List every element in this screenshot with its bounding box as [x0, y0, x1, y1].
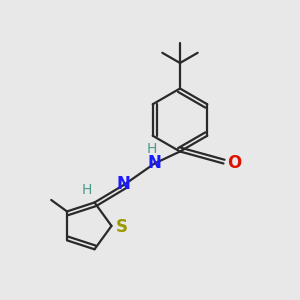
Text: O: O	[227, 154, 242, 172]
Text: N: N	[116, 175, 130, 193]
Text: H: H	[147, 142, 157, 156]
Text: H: H	[82, 183, 92, 197]
Text: N: N	[148, 154, 161, 172]
Text: S: S	[116, 218, 128, 236]
